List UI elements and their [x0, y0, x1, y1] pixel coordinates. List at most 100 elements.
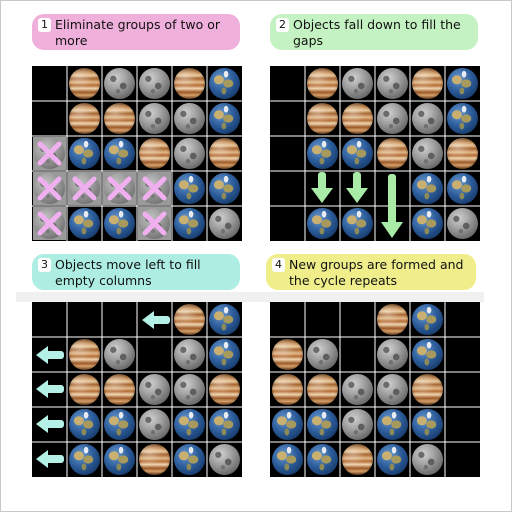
earth-icon	[174, 409, 205, 440]
board-cell	[33, 172, 66, 205]
step-3-label: 3 Objects move left to fill empty column…	[32, 254, 240, 290]
board-cell	[33, 207, 66, 240]
jupiter-icon	[174, 68, 205, 99]
board-cell	[68, 338, 101, 371]
earth-icon	[447, 103, 478, 134]
jupiter-icon	[272, 339, 303, 370]
earth-icon	[104, 138, 135, 169]
board-cell	[173, 303, 206, 336]
board-cell	[208, 408, 241, 441]
jupiter-icon	[209, 374, 240, 405]
moon-icon	[307, 339, 338, 370]
empty-cell	[271, 137, 304, 170]
board-cell	[208, 172, 241, 205]
board-cell	[208, 67, 241, 100]
board-cell	[376, 67, 409, 100]
board-cell	[68, 443, 101, 476]
board-cell	[138, 373, 171, 406]
board-cell	[306, 408, 339, 441]
board-cell	[173, 443, 206, 476]
step-text: Objects fall down to fill the gaps	[293, 17, 461, 48]
earth-icon	[272, 444, 303, 475]
earth-icon	[412, 409, 443, 440]
earth-icon	[209, 103, 240, 134]
empty-cell	[306, 303, 339, 336]
moon-icon	[377, 68, 408, 99]
earth-icon	[412, 304, 443, 335]
board-cell	[306, 102, 339, 135]
jupiter-icon	[69, 103, 100, 134]
earth-icon	[377, 444, 408, 475]
moon-icon	[139, 103, 170, 134]
board-cell	[103, 172, 136, 205]
board-cell	[271, 443, 304, 476]
board-cell	[341, 373, 374, 406]
board-cell	[306, 443, 339, 476]
board-cell	[376, 338, 409, 371]
jupiter-icon	[447, 138, 478, 169]
jupiter-icon	[342, 444, 373, 475]
empty-cell	[271, 102, 304, 135]
section-divider	[16, 292, 484, 302]
step-text: New groups are formed and the cycle repe…	[289, 257, 464, 288]
down-arrow-icon	[311, 172, 333, 203]
board-cell	[138, 408, 171, 441]
left-arrow-icon	[142, 311, 170, 329]
earth-icon	[209, 304, 240, 335]
moon-icon	[174, 103, 205, 134]
empty-cell	[446, 303, 479, 336]
earth-icon	[307, 138, 338, 169]
earth-icon	[69, 409, 100, 440]
board-cell	[208, 102, 241, 135]
moon-icon	[412, 138, 443, 169]
x-mark-icon	[142, 211, 167, 236]
board-cell	[103, 102, 136, 135]
empty-cell	[446, 408, 479, 441]
board-cell	[68, 408, 101, 441]
board-cell	[68, 102, 101, 135]
jupiter-icon	[412, 374, 443, 405]
board-cell	[411, 443, 444, 476]
moon-icon	[412, 444, 443, 475]
board-cell	[271, 408, 304, 441]
step-number: 1	[38, 18, 51, 32]
jupiter-icon	[209, 138, 240, 169]
board-cell	[376, 373, 409, 406]
board-cell	[446, 207, 479, 240]
earth-icon	[209, 68, 240, 99]
jupiter-icon	[69, 68, 100, 99]
earth-icon	[69, 208, 100, 239]
board-cell	[103, 338, 136, 371]
board-cell	[411, 67, 444, 100]
x-mark-icon	[107, 176, 132, 201]
moon-icon	[104, 68, 135, 99]
earth-icon	[447, 173, 478, 204]
board-cell	[138, 443, 171, 476]
board-cell	[68, 207, 101, 240]
board-cell	[411, 172, 444, 205]
board-cell	[446, 67, 479, 100]
earth-icon	[174, 208, 205, 239]
board-cell	[306, 338, 339, 371]
board-cell	[173, 102, 206, 135]
jupiter-icon	[104, 374, 135, 405]
earth-icon	[104, 444, 135, 475]
earth-icon	[209, 409, 240, 440]
board-cell	[68, 67, 101, 100]
board-cell	[376, 137, 409, 170]
left-arrow-icon	[36, 415, 64, 433]
empty-cell	[103, 303, 136, 336]
board-cell	[33, 137, 66, 170]
earth-icon	[342, 138, 373, 169]
x-mark-icon	[37, 176, 62, 201]
step-1-label: 1 Eliminate groups of two or more	[32, 14, 240, 50]
board-cell	[341, 443, 374, 476]
board-cell	[68, 172, 101, 205]
empty-cell	[446, 373, 479, 406]
board-cell	[103, 137, 136, 170]
board-cell	[138, 102, 171, 135]
board-cell	[446, 172, 479, 205]
jupiter-icon	[174, 304, 205, 335]
x-mark-icon	[37, 211, 62, 236]
left-arrow-icon	[36, 380, 64, 398]
